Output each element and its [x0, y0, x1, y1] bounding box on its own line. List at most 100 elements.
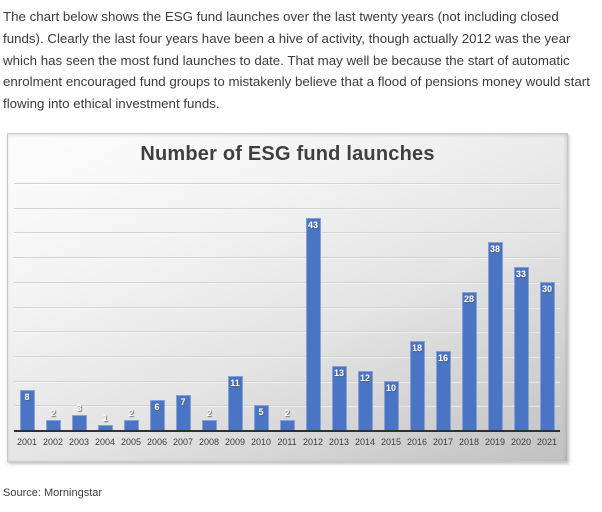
bar-value-label: 16	[437, 352, 448, 363]
x-axis-line	[14, 430, 560, 432]
bar-2008	[201, 420, 217, 430]
bar-value-label: 5	[258, 407, 264, 418]
bar-2005	[123, 420, 139, 430]
bar-value-label: 11	[230, 377, 240, 388]
x-axis-label: 2020	[510, 437, 532, 447]
bar-value-label: 3	[76, 403, 82, 414]
bar-2002	[45, 420, 61, 430]
x-axis-label: 2006	[146, 437, 168, 447]
gridline	[14, 405, 560, 407]
esg-fund-launches-chart: Number of ESG fund launches 8 2 3 1 2 6 7 2 11 5 2…	[7, 133, 568, 462]
gridline	[14, 331, 560, 333]
bar-2016	[409, 341, 425, 430]
bar-value-label: 6	[154, 402, 160, 413]
bar-value-label: 2	[50, 408, 56, 419]
x-axis-label: 2003	[68, 437, 90, 447]
gridline	[14, 281, 560, 283]
bar-2013	[331, 365, 347, 430]
bar-2011	[279, 420, 295, 430]
x-axis-label: 2012	[302, 437, 324, 447]
x-axis-label: 2007	[172, 437, 194, 447]
bar-slot: 38	[482, 184, 508, 431]
x-axis-label: 2016	[406, 437, 428, 447]
source-caption: Source: Morningstar	[3, 487, 103, 499]
x-axis-label: 2013	[328, 437, 350, 447]
bar-value-label: 18	[411, 343, 422, 354]
bar-value-label: 38	[489, 244, 500, 255]
bar-value-label: 28	[463, 293, 474, 304]
x-axis-label: 2010	[250, 437, 272, 447]
bar-2007	[175, 395, 191, 430]
bar-slot: 28	[456, 184, 482, 431]
bar-2020	[513, 266, 529, 430]
bar-slot: 6	[144, 184, 170, 431]
bar-2006	[149, 400, 165, 430]
bar-2017	[435, 350, 451, 430]
bar-slot: 11	[222, 184, 248, 431]
bar-2012	[305, 217, 321, 430]
bar-2018	[461, 291, 477, 430]
bar-slot: 3	[66, 184, 92, 431]
bar-value-label: 2	[206, 408, 212, 419]
x-axis-label: 2018	[458, 437, 480, 447]
bar-value-label: 10	[385, 382, 396, 393]
bar-slot: 2	[196, 184, 222, 431]
bar-slot: 10	[378, 184, 404, 431]
bar-2003	[71, 415, 87, 430]
chart-title: Number of ESG fund launches	[140, 143, 435, 165]
bar-slot: 43	[300, 184, 326, 431]
x-axis-label: 2001	[16, 437, 38, 447]
x-axis-label: 2009	[224, 437, 246, 447]
x-axis-label: 2008	[198, 437, 220, 447]
x-axis: 2001 2002 2003 2004 2005 2006 2007 2008 2009 2010…	[14, 437, 560, 447]
bar-2021	[539, 281, 555, 430]
gridline	[14, 380, 560, 382]
x-axis-label: 2011	[277, 437, 297, 447]
bar-2001	[19, 390, 35, 430]
bar-slot: 2	[118, 184, 144, 431]
bar-2014	[357, 370, 373, 430]
bar-value-label: 13	[333, 367, 344, 378]
bar-slot: 13	[326, 184, 352, 431]
gridline	[14, 306, 560, 308]
bar-slot: 30	[534, 184, 560, 431]
bar-2015	[383, 380, 399, 430]
plot-area: 8 2 3 1 2 6 7 2 11 5 2 43 13 12 10 18 16 28 38 33 30	[14, 183, 560, 432]
bar-value-label: 7	[180, 397, 186, 408]
x-axis-label: 2004	[94, 437, 116, 447]
bar-slot: 16	[430, 184, 456, 431]
bar-2010	[253, 405, 269, 430]
bar-value-label: 2	[128, 408, 134, 419]
bar-slot: 7	[170, 184, 196, 431]
x-axis-label: 2019	[484, 437, 506, 447]
bar-slot: 5	[248, 184, 274, 431]
bar-value-label: 43	[307, 219, 318, 230]
x-axis-label: 2017	[432, 437, 454, 447]
bar-slot: 1	[92, 184, 118, 431]
gridline	[14, 207, 560, 209]
x-axis-label: 2021	[536, 437, 558, 447]
x-axis-label: 2002	[42, 437, 64, 447]
gridline	[14, 355, 560, 357]
bar-slot: 2	[40, 184, 66, 431]
bar-value-label: 2	[284, 408, 290, 419]
gridline	[14, 232, 560, 234]
bar-value-label: 1	[102, 413, 108, 424]
intro-paragraph: The chart below shows the ESG fund launc…	[3, 9, 590, 112]
bar-value-label: 33	[515, 268, 526, 279]
bar-slot: 2	[274, 184, 300, 431]
x-axis-label: 2015	[380, 437, 402, 447]
gridline	[14, 183, 560, 184]
bar-2004	[97, 425, 113, 430]
bar-value-label: 8	[24, 392, 30, 403]
bar-2019	[487, 242, 503, 430]
bar-slot: 18	[404, 184, 430, 431]
bar-slot: 8	[14, 184, 40, 431]
bar-value-label: 12	[359, 372, 370, 383]
bar-value-label: 30	[541, 283, 552, 294]
x-axis-label: 2005	[120, 437, 142, 447]
x-axis-label: 2014	[354, 437, 376, 447]
bar-slot: 33	[508, 184, 534, 431]
bar-slot: 12	[352, 184, 378, 431]
